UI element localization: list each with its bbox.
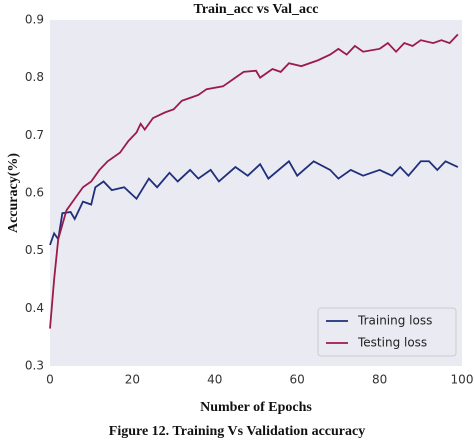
- caption: Figure 12. Training Vs Validation accura…: [109, 424, 365, 439]
- data-line: [49, 33, 459, 329]
- x-tick-label: 40: [207, 373, 222, 387]
- x-axis-label: Number of Epochs: [200, 400, 312, 415]
- legend-box: [317, 307, 457, 357]
- chart-title: Train_acc vs Val_acc: [194, 2, 319, 17]
- y-tick-label: 0.6: [25, 186, 44, 200]
- y-tick-label: 0.8: [25, 70, 44, 84]
- x-tick-label: 80: [372, 373, 387, 387]
- y-tick-label: 0.7: [25, 128, 44, 142]
- x-tick-label: 0: [46, 373, 54, 387]
- legend-label: Testing loss: [357, 336, 427, 350]
- legend-label: Training loss: [357, 314, 432, 328]
- y-axis-label: Accuracy(%): [6, 153, 21, 233]
- y-tick-label: 0.3: [25, 359, 44, 373]
- x-tick-label: 100: [451, 373, 474, 387]
- y-tick-label: 0.9: [25, 13, 44, 27]
- x-tick-label: 60: [290, 373, 305, 387]
- data-line: [49, 159, 459, 246]
- y-tick-label: 0.4: [25, 301, 44, 315]
- y-tick-label: 0.5: [25, 243, 44, 257]
- x-tick-label: 20: [125, 373, 140, 387]
